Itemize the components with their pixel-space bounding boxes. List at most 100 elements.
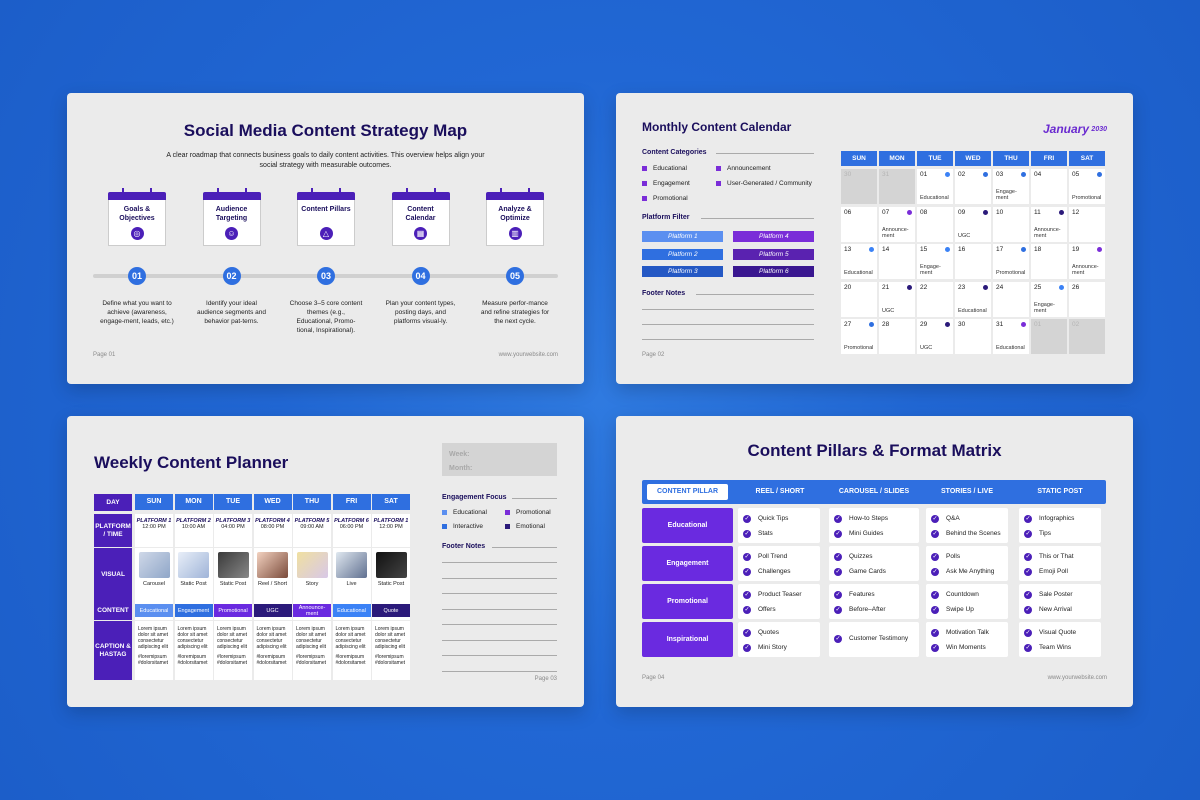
calendar-day[interactable]: 09 UGC <box>955 206 991 242</box>
calendar-day[interactable]: 17 Promotional <box>993 244 1029 279</box>
step-card[interactable]: Audience Targeting ☺ <box>202 188 261 246</box>
calendar-day[interactable]: 23 Educational <box>955 281 991 317</box>
calendar-day[interactable]: 06 <box>841 206 877 242</box>
visual-cell[interactable]: Live <box>332 548 371 602</box>
caption-cell[interactable]: Lorem ipsum dolor sit amet consectetur a… <box>332 621 371 680</box>
header-content-pillar[interactable]: CONTENT PILLAR <box>647 484 728 500</box>
platform-filter-button[interactable]: Platform 2 <box>642 249 723 260</box>
pillars-matrix-slide[interactable]: Content Pillars & Format Matrix CONTENT … <box>616 416 1133 707</box>
calendar-day[interactable]: 03 Engage-ment <box>993 169 1029 204</box>
content-cell[interactable]: UGC <box>253 601 292 620</box>
matrix-cell[interactable]: ✓ Motivation Talk ✓ Win Moments <box>926 622 1008 657</box>
step-card[interactable]: Content Calendar ▦ <box>391 188 450 246</box>
matrix-cell[interactable]: ✓ This or That ✓ Emoji Poll <box>1019 546 1101 581</box>
matrix-cell[interactable]: ✓ Sale Poster ✓ New Arrival <box>1019 584 1101 619</box>
header-static-post[interactable]: STATIC POST <box>1037 488 1083 495</box>
matrix-cell[interactable]: ✓ Quick Tips ✓ Stats <box>738 508 820 543</box>
calendar-day[interactable]: 02 <box>955 169 991 204</box>
visual-thumbnail[interactable] <box>178 552 209 578</box>
platform-filter-button[interactable]: Platform 3 <box>642 266 723 277</box>
platform-filter-button[interactable]: Platform 4 <box>733 231 814 242</box>
caption-cell[interactable]: Lorem ipsum dolor sit amet consectetur a… <box>293 621 331 680</box>
matrix-cell[interactable]: ✓ How-to Steps ✓ Mini Guides <box>829 508 919 543</box>
calendar-day[interactable]: 26 <box>1069 281 1105 317</box>
platform-time-cell[interactable]: PLATFORM 5 09:00 AM <box>293 514 331 547</box>
platform-time-cell[interactable]: PLATFORM 1 12:00 PM <box>372 514 410 547</box>
calendar-day[interactable]: 01 Educational <box>917 169 953 204</box>
platform-time-cell[interactable]: PLATFORM 2 10:00 AM <box>174 514 213 547</box>
calendar-day[interactable]: 25 Engage-ment <box>1031 281 1067 317</box>
monthly-calendar-slide[interactable]: Monthly Content Calendar Content Categor… <box>616 93 1133 384</box>
matrix-cell[interactable]: ✓ Features ✓ Before–After <box>829 584 919 619</box>
matrix-cell[interactable]: ✓ Visual Quote ✓ Team Wins <box>1019 622 1101 657</box>
calendar-day[interactable]: 11 Announce-ment <box>1031 206 1067 242</box>
visual-thumbnail[interactable] <box>138 552 170 578</box>
caption-cell[interactable]: Lorem ipsum dolor sit amet consectetur a… <box>372 621 410 680</box>
calendar-day[interactable]: 13 Educational <box>841 244 877 279</box>
matrix-cell[interactable]: ✓ Polls ✓ Ask Me Anything <box>926 546 1008 581</box>
platform-filter-button[interactable]: Platform 5 <box>733 249 814 260</box>
visual-cell[interactable]: Reel / Short <box>253 548 292 602</box>
header-carousel[interactable]: CAROUSEL / SLIDES <box>838 488 910 495</box>
step-card[interactable]: Content Pillars △ <box>297 188 355 246</box>
calendar-day[interactable]: 04 <box>1031 169 1067 204</box>
visual-cell[interactable]: Static Post <box>174 548 213 602</box>
strategy-map-slide[interactable]: Social Media Content Strategy Map A clea… <box>67 93 584 384</box>
visual-thumbnail[interactable] <box>296 552 328 578</box>
platform-time-cell[interactable]: PLATFORM 3 04:00 PM <box>214 514 252 547</box>
matrix-cell[interactable]: ✓ Customer Testimony <box>829 622 919 657</box>
calendar-day[interactable]: 15 Engage-ment <box>917 244 953 279</box>
content-cell[interactable]: Promotional <box>214 601 252 620</box>
visual-thumbnail[interactable] <box>375 552 407 578</box>
matrix-cell[interactable]: ✓ Product Teaser ✓ Offers <box>738 584 820 619</box>
weekly-planner-slide[interactable]: Weekly Content Planner Week: Month: Enga… <box>67 416 584 707</box>
visual-cell[interactable]: Carousel <box>135 548 173 602</box>
matrix-cell[interactable]: ✓ Poll Trend ✓ Challenges <box>738 546 820 581</box>
platform-filter-button[interactable]: Platform 6 <box>733 266 814 277</box>
calendar-day[interactable]: 12 <box>1069 206 1105 242</box>
content-cell[interactable]: Engagement <box>174 601 213 620</box>
calendar-day[interactable]: 07 Announce-ment <box>879 206 915 242</box>
visual-cell[interactable]: Static Post <box>214 548 252 602</box>
matrix-cell[interactable]: ✓ Quizzes ✓ Game Cards <box>829 546 919 581</box>
visual-thumbnail[interactable] <box>217 552 249 578</box>
platform-time-cell[interactable]: PLATFORM 4 08:00 PM <box>253 514 292 547</box>
calendar-day[interactable]: 28 <box>879 319 915 354</box>
calendar-day[interactable]: 14 <box>879 244 915 279</box>
visual-cell[interactable]: Story <box>293 548 331 602</box>
platform-time-cell[interactable]: PLATFORM 6 06:00 PM <box>332 514 371 547</box>
matrix-cell[interactable]: ✓ Countdown ✓ Swipe Up <box>926 584 1008 619</box>
content-cell[interactable]: Announce-ment <box>293 601 331 620</box>
caption-cell[interactable]: Lorem ipsum dolor sit amet consectetur a… <box>253 621 292 680</box>
calendar-day[interactable]: 24 <box>993 281 1029 317</box>
visual-thumbnail[interactable] <box>257 552 288 578</box>
header-reel-short[interactable]: REEL / SHORT <box>755 488 805 495</box>
platform-filter-button[interactable]: Platform 1 <box>642 231 723 242</box>
visual-cell[interactable]: Static Post <box>372 548 410 602</box>
matrix-cell[interactable]: ✓ Infographics ✓ Tips <box>1019 508 1101 543</box>
calendar-day[interactable]: 31 <box>879 169 915 204</box>
step-card[interactable]: Goals & Objectives ◎ <box>108 188 166 246</box>
caption-cell[interactable]: Lorem ipsum dolor sit amet consectetur a… <box>174 621 213 680</box>
calendar-day[interactable]: 18 <box>1031 244 1067 279</box>
week-month-box[interactable]: Week: Month: <box>442 443 557 476</box>
matrix-cell[interactable]: ✓ Quotes ✓ Mini Story <box>738 622 820 657</box>
content-cell[interactable]: Educational <box>135 601 173 620</box>
header-stories[interactable]: STORIES / LIVE <box>941 488 993 495</box>
calendar-day[interactable]: 22 <box>917 281 953 317</box>
step-card[interactable]: Analyze & Optimize ▥ <box>486 188 544 246</box>
content-cell[interactable]: Quote <box>372 601 410 620</box>
content-cell[interactable]: Educational <box>332 601 371 620</box>
calendar-day[interactable]: 31 Educational <box>993 319 1029 354</box>
calendar-day[interactable]: 19 Announce-ment <box>1069 244 1105 279</box>
calendar-day[interactable]: 01 <box>1031 319 1067 354</box>
calendar-day[interactable]: 16 <box>955 244 991 279</box>
caption-cell[interactable]: Lorem ipsum dolor sit amet consectetur a… <box>214 621 252 680</box>
calendar-day[interactable]: 30 <box>841 169 877 204</box>
calendar-day[interactable]: 21 UGC <box>879 281 915 317</box>
calendar-day[interactable]: 20 <box>841 281 877 317</box>
calendar-day[interactable]: 05 Promotional <box>1069 169 1105 204</box>
calendar-day[interactable]: 30 <box>955 319 991 354</box>
caption-cell[interactable]: Lorem ipsum dolor sit amet consectetur a… <box>135 621 173 680</box>
calendar-day[interactable]: 08 <box>917 206 953 242</box>
